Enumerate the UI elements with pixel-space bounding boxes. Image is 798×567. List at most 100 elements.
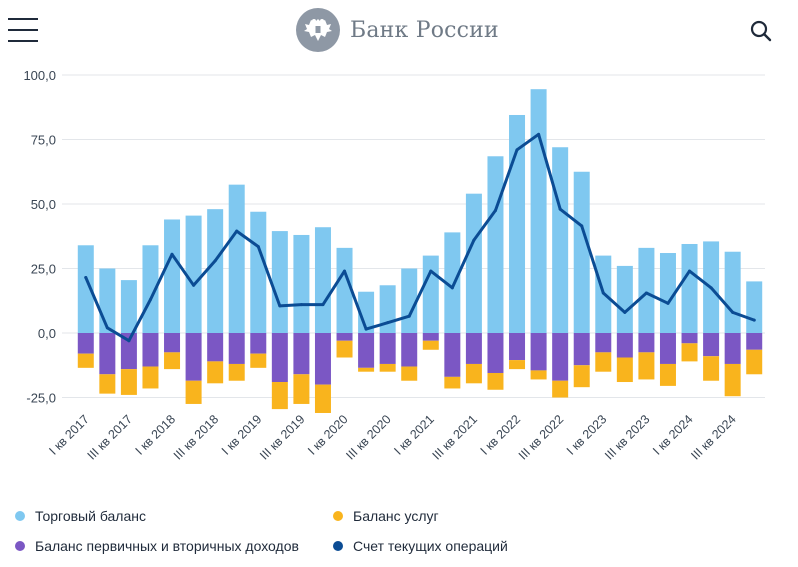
bar-income-balance — [293, 333, 310, 375]
bar-services-balance — [228, 363, 245, 381]
x-tick-label: III кв 2024 — [688, 412, 738, 462]
bar-trade-balance — [422, 255, 439, 333]
bar-services-balance — [681, 343, 698, 362]
bar-income-balance — [99, 333, 116, 375]
y-tick-label: 0,0 — [38, 326, 56, 341]
bar-income-balance — [530, 333, 547, 371]
bar-trade-balance — [336, 247, 353, 333]
legend-item-services[interactable]: Баланс услуг — [333, 508, 439, 524]
current-account-point — [450, 286, 454, 290]
bar-services-balance — [444, 376, 461, 389]
y-tick-label: -25,0 — [26, 391, 56, 406]
bar-trade-balance — [509, 114, 526, 333]
current-account-point — [148, 297, 152, 301]
bar-trade-balance — [185, 215, 202, 333]
current-account-point — [709, 286, 713, 290]
bar-services-balance — [487, 372, 504, 390]
current-account-point — [105, 326, 109, 330]
bar-services-balance — [638, 352, 655, 380]
y-tick-label: 75,0 — [31, 133, 56, 148]
legend-dot-income — [15, 541, 25, 551]
current-account-point — [580, 224, 584, 228]
bar-income-balance — [271, 333, 288, 383]
current-account-point — [752, 318, 756, 322]
bar-income-balance — [142, 333, 159, 367]
bar-services-balance — [314, 384, 331, 413]
bar-services-balance — [164, 352, 181, 370]
bar-services-balance — [530, 370, 547, 380]
x-tick-label: III кв 2018 — [171, 412, 221, 462]
bar-services-balance — [293, 374, 310, 404]
chart-area: 100,0 75,0 50,0 25,0 0,0 -25,0 I кв 2017 III к… — [0, 62, 798, 502]
current-account-point — [256, 245, 260, 249]
bar-income-balance — [724, 333, 741, 364]
current-account-point — [127, 339, 131, 343]
current-account-point — [343, 269, 347, 273]
bank-name: Банк России — [350, 17, 499, 43]
bar-trade-balance — [358, 291, 375, 333]
bar-income-balance — [616, 333, 633, 358]
search-icon[interactable] — [749, 19, 773, 43]
bar-income-balance — [487, 333, 504, 373]
legend-item-current[interactable]: Счет текущих операций — [333, 538, 508, 554]
bar-income-balance — [77, 333, 94, 354]
bank-logo[interactable]: Банк России — [296, 7, 499, 53]
bar-services-balance — [336, 340, 353, 358]
bar-trade-balance — [573, 171, 590, 333]
current-account-point — [299, 303, 303, 307]
bar-trade-balance — [207, 209, 224, 333]
bar-income-balance — [509, 333, 526, 361]
bar-income-balance — [228, 333, 245, 364]
bar-income-balance — [465, 333, 482, 364]
bar-services-balance — [746, 349, 763, 375]
current-account-point — [429, 269, 433, 273]
current-account-point — [472, 238, 476, 242]
current-account-point — [493, 208, 497, 212]
current-account-point — [386, 321, 390, 325]
bar-trade-balance — [142, 245, 159, 333]
bar-services-balance — [207, 361, 224, 384]
hamburger-menu-icon[interactable] — [8, 18, 38, 42]
bar-trade-balance — [250, 211, 267, 333]
bar-income-balance — [681, 333, 698, 344]
site-header: Банк России — [0, 0, 798, 62]
current-account-point — [537, 132, 541, 136]
bar-income-balance — [659, 333, 676, 364]
bar-trade-balance — [746, 281, 763, 333]
current-account-point — [364, 327, 368, 331]
bar-services-balance — [724, 363, 741, 397]
x-tick-label: III кв 2017 — [85, 412, 135, 462]
legend-item-income[interactable]: Баланс первичных и вторичных доходов — [15, 538, 299, 554]
bar-income-balance — [746, 333, 763, 350]
current-account-point — [666, 301, 670, 305]
bar-income-balance — [444, 333, 461, 377]
bar-income-balance — [638, 333, 655, 353]
current-account-point — [623, 310, 627, 314]
bar-services-balance — [358, 367, 375, 372]
current-account-point — [644, 291, 648, 295]
bar-trade-balance — [271, 231, 288, 333]
legend-dot-trade — [15, 511, 25, 521]
current-account-line — [84, 132, 756, 343]
legend-item-trade[interactable]: Торговый баланс — [15, 508, 146, 524]
x-tick-label: III кв 2019 — [257, 412, 307, 462]
bar-trade-balance — [77, 245, 94, 333]
bar-trade-balance — [638, 247, 655, 333]
bar-services-balance — [99, 374, 116, 394]
bar-trade-balance — [616, 265, 633, 333]
bar-trade-balance — [681, 243, 698, 333]
bar-trade-balance — [724, 251, 741, 333]
bar-trade-balance — [293, 234, 310, 333]
y-tick-label: 100,0 — [23, 68, 56, 83]
current-account-point — [558, 207, 562, 211]
bar-income-balance — [379, 333, 396, 364]
bar-income-balance — [336, 333, 353, 341]
current-account-point — [515, 148, 519, 152]
bar-services-balance — [401, 366, 418, 381]
bar-income-balance — [207, 333, 224, 362]
bar-income-balance — [250, 333, 267, 354]
bar-trade-balance — [314, 227, 331, 333]
bar-trade-balance — [552, 147, 569, 333]
bar-services-balance — [142, 366, 159, 389]
